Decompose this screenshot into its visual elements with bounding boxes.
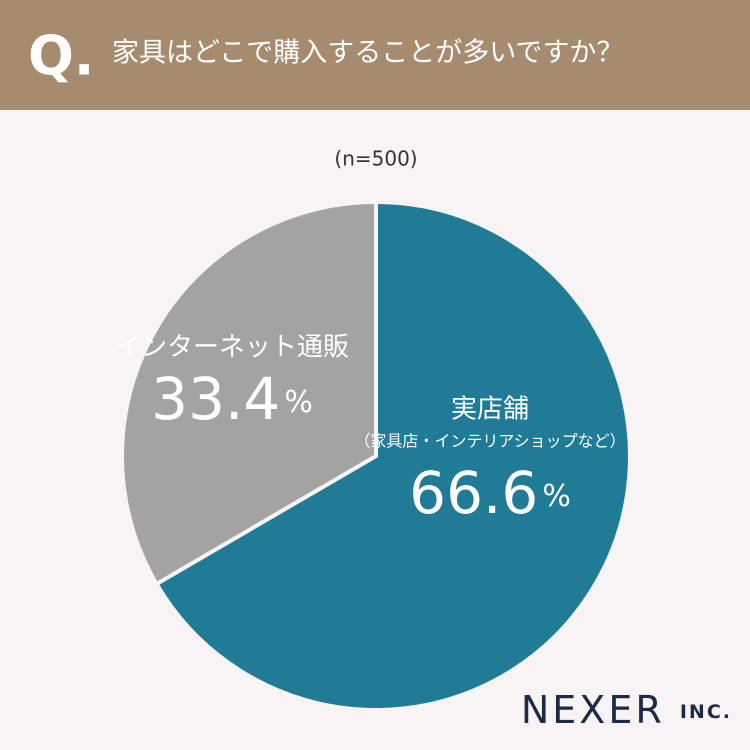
chart-title: 家具はどこで購入することが多いですか？ xyxy=(112,38,623,69)
slice-label: 実店舗 xyxy=(451,395,529,425)
slice-note: （家具店・インテリアショップなど） xyxy=(354,432,625,451)
value-label: 66.6% xyxy=(409,459,571,527)
brand-suffix: INC. xyxy=(680,701,732,723)
brand: NEXER INC. xyxy=(521,688,732,732)
value-unit: % xyxy=(542,479,571,514)
header-bar xyxy=(0,0,750,110)
value-number: 33.4 xyxy=(151,365,280,433)
question-prefix: Q. xyxy=(28,25,94,88)
slice-label: インターネット通販 xyxy=(115,333,349,363)
pie-slice xyxy=(153,199,632,712)
value-number: 66.6 xyxy=(409,459,538,527)
pie-slice xyxy=(120,199,378,587)
subtitle: (n=500) xyxy=(334,147,417,171)
value-unit: % xyxy=(284,385,313,420)
pie xyxy=(120,199,632,712)
value-label: 33.4% xyxy=(151,365,313,433)
brand-name: NEXER xyxy=(521,688,665,732)
